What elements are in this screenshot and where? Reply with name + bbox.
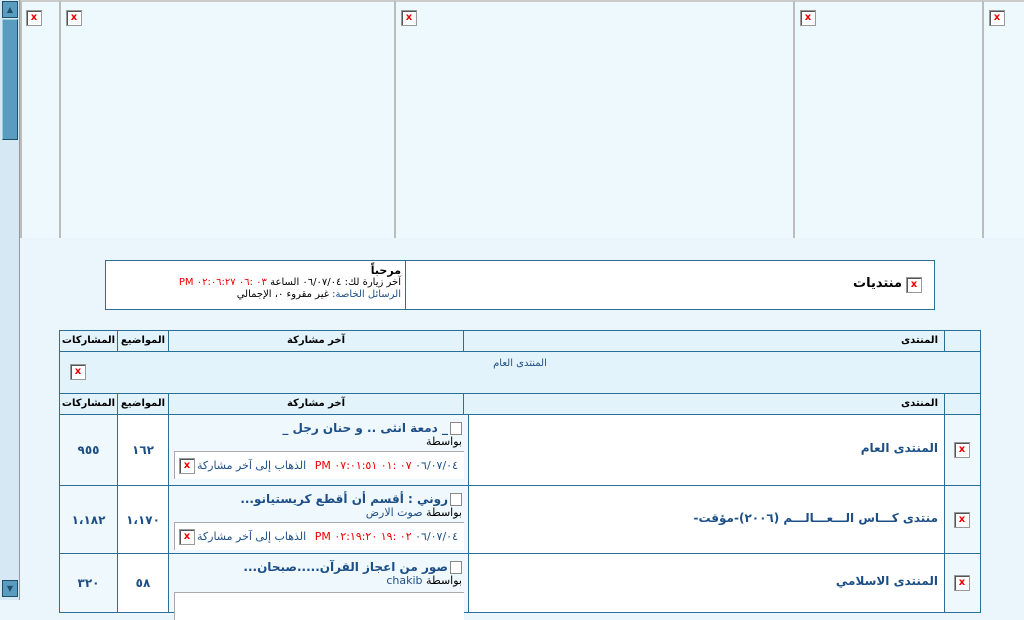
broken-image-icon: x bbox=[401, 10, 417, 26]
col-header-topics: المواضيع bbox=[117, 393, 169, 415]
posts-count: ١،١٨٢ bbox=[71, 512, 106, 527]
last-visit-label: آخر زيارة لك bbox=[347, 277, 401, 288]
by-label: بواسطة bbox=[426, 574, 462, 587]
forum-status-icon: x bbox=[954, 442, 970, 458]
forums-icon: x bbox=[906, 277, 922, 293]
forum-status-icon: x bbox=[954, 575, 970, 591]
col-header-posts: المشاركات bbox=[59, 393, 118, 415]
col-header-icon bbox=[944, 393, 981, 415]
by-label: بواسطة bbox=[426, 435, 462, 448]
header-frame-2: x bbox=[59, 0, 395, 238]
by-label: بواسطة bbox=[426, 506, 462, 519]
last-post-cell: _ دمعة انثى .. و حنان رجل _ بواسطة ٠٦/٠٧… bbox=[168, 414, 469, 486]
col-header-forum: المنتدى bbox=[463, 393, 945, 415]
header-frame-3: x bbox=[394, 0, 794, 238]
scroll-thumb[interactable] bbox=[2, 19, 18, 140]
posts-count: ٩٥٥ bbox=[77, 443, 100, 457]
topics-count-cell: ٥٨ bbox=[117, 553, 169, 613]
goto-last-post-icon[interactable]: x bbox=[179, 458, 195, 474]
last-post-title-link[interactable]: صور من اعجاز القرآن.....صبحان... bbox=[169, 560, 462, 574]
goto-box: ٠٦/٠٧/٠٤ ٠٢ :١٩ ٠٢:١٩:٢٠ PM الذهاب إلى آ… bbox=[174, 522, 464, 550]
private-messages-count: غير مقروء ٠، الإجمالي bbox=[236, 289, 329, 300]
last-post-title-link[interactable]: روني : أقسم أن أقطع كريستيانو... bbox=[169, 492, 462, 506]
greeting: مرحباً bbox=[370, 264, 401, 277]
goto-last-post-link[interactable]: الذهاب إلى آخر مشاركة bbox=[197, 459, 307, 472]
scroll-down-button[interactable]: ▼ bbox=[2, 580, 18, 597]
header-frame-4: x bbox=[793, 0, 983, 238]
topics-count-cell: ١٦٢ bbox=[117, 414, 169, 486]
forum-name-cell: المنتدى الاسلامي bbox=[468, 553, 945, 613]
broken-image-icon: x bbox=[66, 10, 82, 26]
header-frame-5: x bbox=[982, 0, 1024, 238]
forum-name-link[interactable]: منتدى كـــاس الـــعـــالـــم (٢٠٠٦)-مؤقت… bbox=[693, 510, 938, 525]
broken-image-icon: x bbox=[26, 10, 42, 26]
header-frame-1: x bbox=[20, 0, 60, 238]
forum-name-cell: المنتدى العام bbox=[468, 414, 945, 486]
post-icon bbox=[450, 561, 462, 574]
welcome-panel: مرحباً آخر زيارة لك: ٠٦/٠٧/٠٤ الساعة ٠٣ … bbox=[106, 261, 406, 309]
col-header-topics: المواضيع bbox=[117, 330, 169, 352]
goto-box: ٠٦/٠٧/٠٤ ٠٧ :٠١ ٠٧:٠١:٥١ PM الذهاب إلى آ… bbox=[174, 451, 464, 479]
post-date: ٠٦/٠٧/٠٤ ٠٧ :٠١ ٠٧:٠١:٥١ PM bbox=[314, 459, 458, 472]
broken-image-icon: x bbox=[800, 10, 816, 26]
last-post-cell: روني : أقسم أن أقطع كريستيانو... بواسطة … bbox=[168, 485, 469, 554]
forums-title: منتديات bbox=[853, 276, 902, 291]
col-header-last-post: آخر مشاركة bbox=[168, 393, 464, 415]
author-link[interactable]: chakib bbox=[386, 574, 423, 587]
welcome-bar: مرحباً آخر زيارة لك: ٠٦/٠٧/٠٤ الساعة ٠٣ … bbox=[105, 260, 935, 310]
private-messages-link[interactable]: الرسائل الخاصة: bbox=[332, 289, 401, 300]
goto-last-post-link[interactable]: الذهاب إلى آخر مشاركة bbox=[197, 530, 307, 543]
post-icon bbox=[450, 422, 462, 435]
topics-count: ١٦٢ bbox=[132, 443, 154, 457]
goto-box: x bbox=[174, 592, 464, 620]
collapse-category-icon[interactable]: x bbox=[70, 364, 86, 380]
author-link[interactable]: صوت الارض bbox=[365, 506, 423, 519]
broken-image-icon: x bbox=[989, 10, 1005, 26]
topics-count-cell: ١،١٧٠ bbox=[117, 485, 169, 554]
last-visit-time: ٠٣ :٠٦ ٠٢:٠٦:٢٧ PM bbox=[178, 277, 267, 288]
vertical-scrollbar[interactable]: ▲ ▼ bbox=[0, 0, 20, 600]
post-icon bbox=[450, 493, 462, 506]
goto-last-post-icon[interactable]: x bbox=[179, 529, 195, 545]
forum-status-cell: x bbox=[944, 485, 981, 554]
post-date: ٠٦/٠٧/٠٤ ٠٢ :١٩ ٠٢:١٩:٢٠ PM bbox=[314, 530, 458, 543]
forum-name-link[interactable]: المنتدى العام bbox=[860, 441, 938, 455]
col-header-last-post: آخر مشاركة bbox=[168, 330, 464, 352]
forum-name-link[interactable]: المنتدى الاسلامي bbox=[835, 574, 938, 588]
posts-count: ٣٢٠ bbox=[77, 576, 100, 590]
posts-count-cell: ٩٥٥ bbox=[59, 414, 118, 486]
forum-name-cell: منتدى كـــاس الـــعـــالـــم (٢٠٠٦)-مؤقت… bbox=[468, 485, 945, 554]
posts-count-cell: ٣٢٠ bbox=[59, 553, 118, 613]
col-header-icon bbox=[944, 330, 981, 352]
last-post-cell: صور من اعجاز القرآن.....صبحان... بواسطة … bbox=[168, 553, 469, 620]
forum-status-cell: x bbox=[944, 414, 981, 486]
col-header-posts: المشاركات bbox=[59, 330, 118, 352]
posts-count-cell: ١،١٨٢ bbox=[59, 485, 118, 554]
col-header-forum: المنتدى bbox=[463, 330, 945, 352]
category-row[interactable]: x المنتدى العام bbox=[59, 351, 981, 394]
last-post-title-link[interactable]: _ دمعة انثى .. و حنان رجل _ bbox=[169, 421, 462, 435]
category-title[interactable]: المنتدى العام bbox=[493, 358, 547, 369]
forum-status-icon: x bbox=[954, 511, 970, 528]
topics-count: ٥٨ bbox=[135, 576, 151, 590]
topics-count: ١،١٧٠ bbox=[126, 512, 160, 527]
forum-status-cell: x bbox=[944, 553, 981, 613]
scroll-up-button[interactable]: ▲ bbox=[2, 1, 18, 18]
last-visit-date: ٠٦/٠٧/٠٤ الساعة bbox=[270, 277, 342, 288]
